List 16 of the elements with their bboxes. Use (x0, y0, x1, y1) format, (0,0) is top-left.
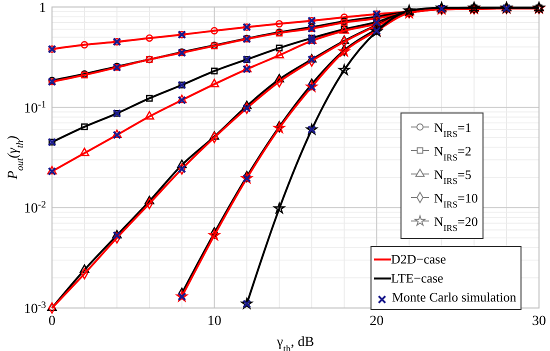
y-tick-label: 10$^{-2}$ (24, 199, 46, 217)
legend-label: LTE−case (391, 270, 444, 286)
legend-label: N$_{IRS}$=20 (434, 214, 478, 233)
legend-label: N$_{IRS}$=2 (434, 144, 472, 162)
legend-label: N$_{IRS}$=1 (434, 120, 472, 139)
legend-label: Monte Carlo simulation (392, 290, 517, 304)
y-tick-label: 10$^{-1}$ (24, 98, 46, 116)
x-tick-label: 0 (48, 314, 56, 329)
x-tick-label: 20 (370, 314, 384, 329)
y-tick-label: 10$^{-3}$ (24, 300, 46, 317)
legend-label: N$_{IRS}$=10 (434, 190, 478, 210)
legend-label: D2D−case (391, 252, 446, 266)
y-tick-label: 1 (39, 1, 46, 16)
legend-label: N$_{IRS}$=5 (434, 167, 472, 186)
x-tick-label: 10 (207, 314, 222, 329)
x-tick-label: 30 (532, 314, 546, 329)
